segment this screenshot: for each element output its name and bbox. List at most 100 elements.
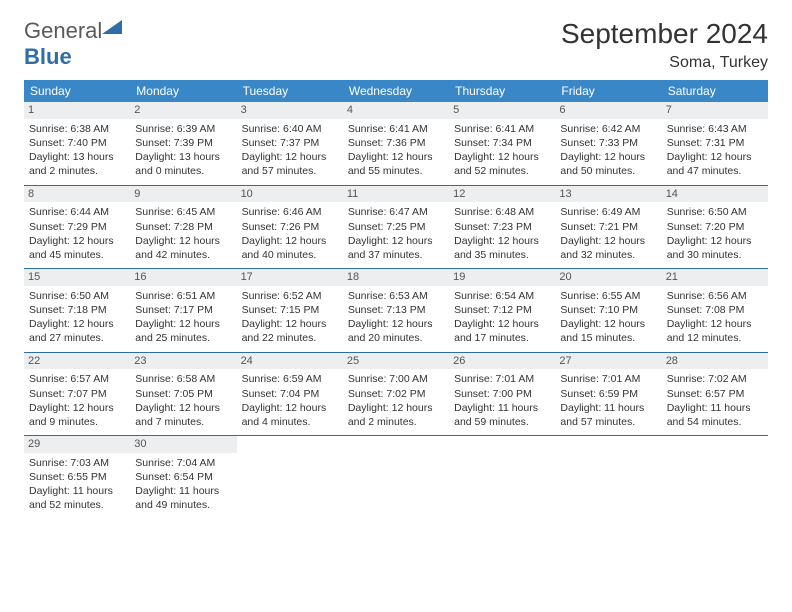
daylight-text: Daylight: 12 hours	[560, 317, 656, 331]
daylight-text: Daylight: 12 hours	[348, 234, 444, 248]
sunset-text: Sunset: 7:28 PM	[135, 220, 231, 234]
sunset-text: Sunset: 7:18 PM	[29, 303, 125, 317]
calendar-cell: 23Sunrise: 6:58 AMSunset: 7:05 PMDayligh…	[130, 352, 236, 436]
calendar-cell: 14Sunrise: 6:50 AMSunset: 7:20 PMDayligh…	[662, 185, 768, 269]
daylight-text: Daylight: 12 hours	[135, 234, 231, 248]
sunrise-text: Sunrise: 6:41 AM	[348, 122, 444, 136]
calendar-cell: 12Sunrise: 6:48 AMSunset: 7:23 PMDayligh…	[449, 185, 555, 269]
daylight-text-2: and 54 minutes.	[667, 415, 763, 429]
sunset-text: Sunset: 7:26 PM	[242, 220, 338, 234]
calendar-cell: 29Sunrise: 7:03 AMSunset: 6:55 PMDayligh…	[24, 436, 130, 519]
calendar-cell	[449, 436, 555, 519]
daylight-text-2: and 30 minutes.	[667, 248, 763, 262]
day-number: 2	[130, 102, 236, 119]
sunrise-text: Sunrise: 6:51 AM	[135, 289, 231, 303]
calendar-cell: 19Sunrise: 6:54 AMSunset: 7:12 PMDayligh…	[449, 269, 555, 353]
daylight-text: Daylight: 12 hours	[348, 317, 444, 331]
calendar-cell: 3Sunrise: 6:40 AMSunset: 7:37 PMDaylight…	[237, 102, 343, 185]
daylight-text: Daylight: 12 hours	[454, 317, 550, 331]
daylight-text-2: and 22 minutes.	[242, 331, 338, 345]
calendar-cell: 22Sunrise: 6:57 AMSunset: 7:07 PMDayligh…	[24, 352, 130, 436]
sunset-text: Sunset: 7:12 PM	[454, 303, 550, 317]
calendar-cell: 7 Sunrise: 6:43 AMSunset: 7:31 PMDaylight…	[662, 102, 768, 185]
sunset-text: Sunset: 6:54 PM	[135, 470, 231, 484]
daylight-text: Daylight: 11 hours	[667, 401, 763, 415]
calendar-cell: 2Sunrise: 6:39 AMSunset: 7:39 PMDaylight…	[130, 102, 236, 185]
day-number: 17	[237, 269, 343, 286]
calendar-cell: 11 Sunrise: 6:47 AMSunset: 7:25 PMDayligh…	[343, 185, 449, 269]
sunset-text: Sunset: 7:34 PM	[454, 136, 550, 150]
sunrise-text: Sunrise: 6:47 AM	[348, 205, 444, 219]
daylight-text-2: and 42 minutes.	[135, 248, 231, 262]
daylight-text-2: and 37 minutes.	[348, 248, 444, 262]
day-number: 14	[662, 186, 768, 203]
daylight-text-2: and 52 minutes.	[454, 164, 550, 178]
daylight-text: Daylight: 12 hours	[667, 150, 763, 164]
daylight-text: Daylight: 12 hours	[560, 234, 656, 248]
sunset-text: Sunset: 7:40 PM	[29, 136, 125, 150]
calendar-cell	[555, 436, 661, 519]
sunrise-text: Sunrise: 6:43 AM	[667, 122, 763, 136]
daylight-text-2: and 35 minutes.	[454, 248, 550, 262]
sunset-text: Sunset: 7:08 PM	[667, 303, 763, 317]
calendar-cell: 10Sunrise: 6:46 AMSunset: 7:26 PMDayligh…	[237, 185, 343, 269]
sunrise-text: Sunrise: 6:48 AM	[454, 205, 550, 219]
weekday-header: Sunday	[24, 80, 130, 102]
sunrise-text: Sunrise: 6:38 AM	[29, 122, 125, 136]
sunrise-text: Sunrise: 7:01 AM	[454, 372, 550, 386]
calendar-cell: 26Sunrise: 7:01 AMSunset: 7:00 PMDayligh…	[449, 352, 555, 436]
day-number: 20	[555, 269, 661, 286]
day-number: 7	[662, 102, 768, 119]
daylight-text: Daylight: 12 hours	[29, 234, 125, 248]
daylight-text: Daylight: 13 hours	[135, 150, 231, 164]
calendar-cell: 1Sunrise: 6:38 AMSunset: 7:40 PMDaylight…	[24, 102, 130, 185]
calendar-head: Sunday Monday Tuesday Wednesday Thursday…	[24, 80, 768, 102]
sunset-text: Sunset: 7:20 PM	[667, 220, 763, 234]
daylight-text-2: and 49 minutes.	[135, 498, 231, 512]
calendar-row: 29Sunrise: 7:03 AMSunset: 6:55 PMDayligh…	[24, 436, 768, 519]
sunset-text: Sunset: 7:13 PM	[348, 303, 444, 317]
daylight-text: Daylight: 12 hours	[454, 150, 550, 164]
sunset-text: Sunset: 7:25 PM	[348, 220, 444, 234]
sunrise-text: Sunrise: 6:53 AM	[348, 289, 444, 303]
daylight-text-2: and 2 minutes.	[348, 415, 444, 429]
sunrise-text: Sunrise: 6:40 AM	[242, 122, 338, 136]
day-number: 11	[343, 186, 449, 203]
daylight-text-2: and 45 minutes.	[29, 248, 125, 262]
daylight-text: Daylight: 11 hours	[29, 484, 125, 498]
daylight-text-2: and 32 minutes.	[560, 248, 656, 262]
day-number: 23	[130, 353, 236, 370]
daylight-text: Daylight: 12 hours	[667, 234, 763, 248]
sunset-text: Sunset: 6:57 PM	[667, 387, 763, 401]
calendar-cell	[343, 436, 449, 519]
logo-word-general: General	[24, 18, 102, 43]
sunset-text: Sunset: 7:33 PM	[560, 136, 656, 150]
sunset-text: Sunset: 7:07 PM	[29, 387, 125, 401]
day-number: 30	[130, 436, 236, 453]
calendar-cell: 4Sunrise: 6:41 AMSunset: 7:36 PMDaylight…	[343, 102, 449, 185]
daylight-text: Daylight: 12 hours	[29, 317, 125, 331]
sunrise-text: Sunrise: 6:41 AM	[454, 122, 550, 136]
sunset-text: Sunset: 7:31 PM	[667, 136, 763, 150]
calendar-cell: 27Sunrise: 7:01 AMSunset: 6:59 PMDayligh…	[555, 352, 661, 436]
daylight-text: Daylight: 11 hours	[560, 401, 656, 415]
sunrise-text: Sunrise: 6:54 AM	[454, 289, 550, 303]
sunrise-text: Sunrise: 7:03 AM	[29, 456, 125, 470]
daylight-text-2: and 0 minutes.	[135, 164, 231, 178]
daylight-text: Daylight: 11 hours	[135, 484, 231, 498]
calendar-cell: 25Sunrise: 7:00 AMSunset: 7:02 PMDayligh…	[343, 352, 449, 436]
calendar-cell: 30Sunrise: 7:04 AMSunset: 6:54 PMDayligh…	[130, 436, 236, 519]
sunset-text: Sunset: 7:29 PM	[29, 220, 125, 234]
daylight-text: Daylight: 12 hours	[135, 401, 231, 415]
daylight-text: Daylight: 12 hours	[667, 317, 763, 331]
daylight-text-2: and 9 minutes.	[29, 415, 125, 429]
daylight-text: Daylight: 12 hours	[242, 401, 338, 415]
daylight-text-2: and 12 minutes.	[667, 331, 763, 345]
sunrise-text: Sunrise: 7:01 AM	[560, 372, 656, 386]
sunset-text: Sunset: 7:37 PM	[242, 136, 338, 150]
calendar-cell: 6Sunrise: 6:42 AMSunset: 7:33 PMDaylight…	[555, 102, 661, 185]
calendar-cell: 18Sunrise: 6:53 AMSunset: 7:13 PMDayligh…	[343, 269, 449, 353]
sunrise-text: Sunrise: 6:59 AM	[242, 372, 338, 386]
day-number: 5	[449, 102, 555, 119]
calendar-cell: 17Sunrise: 6:52 AMSunset: 7:15 PMDayligh…	[237, 269, 343, 353]
